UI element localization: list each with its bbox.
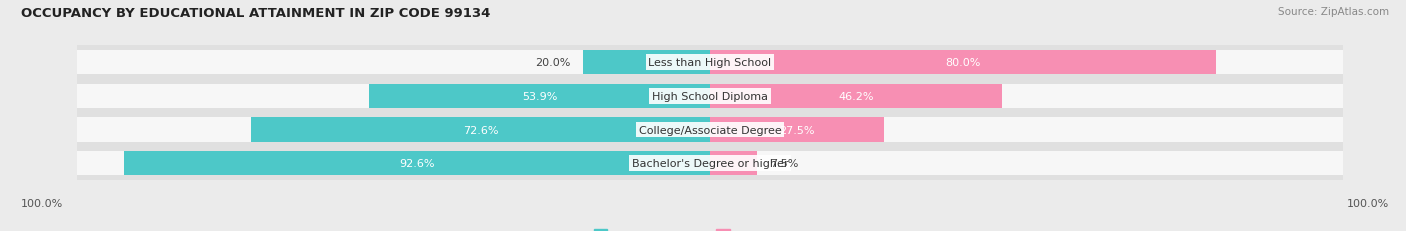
Text: Bachelor's Degree or higher: Bachelor's Degree or higher [631,158,789,168]
Bar [77,118,1343,142]
Bar [250,118,710,142]
Bar [77,84,1343,109]
Bar [77,151,1343,176]
Text: 100.0%: 100.0% [21,198,63,208]
Text: Less than High School: Less than High School [648,58,772,68]
Text: College/Associate Degree: College/Associate Degree [638,125,782,135]
Text: 72.6%: 72.6% [463,125,498,135]
Bar [710,84,1002,109]
Bar [710,51,1216,75]
Text: 100.0%: 100.0% [1347,198,1389,208]
Bar [124,151,710,176]
Text: 53.9%: 53.9% [522,91,557,101]
Text: 80.0%: 80.0% [945,58,981,68]
Legend: Owner-occupied, Renter-occupied: Owner-occupied, Renter-occupied [589,225,831,231]
Text: Source: ZipAtlas.com: Source: ZipAtlas.com [1278,7,1389,17]
Text: 20.0%: 20.0% [536,58,571,68]
Bar [710,118,884,142]
Bar [583,51,710,75]
Text: OCCUPANCY BY EDUCATIONAL ATTAINMENT IN ZIP CODE 99134: OCCUPANCY BY EDUCATIONAL ATTAINMENT IN Z… [21,7,491,20]
Text: 7.5%: 7.5% [770,158,799,168]
Bar [77,147,1343,180]
Bar [77,113,1343,147]
Bar [368,84,710,109]
Bar [77,51,1343,75]
Bar [77,46,1343,80]
Text: 92.6%: 92.6% [399,158,434,168]
Bar [710,151,758,176]
Text: 27.5%: 27.5% [779,125,814,135]
Bar [77,80,1343,113]
Text: 46.2%: 46.2% [838,91,875,101]
Text: High School Diploma: High School Diploma [652,91,768,101]
